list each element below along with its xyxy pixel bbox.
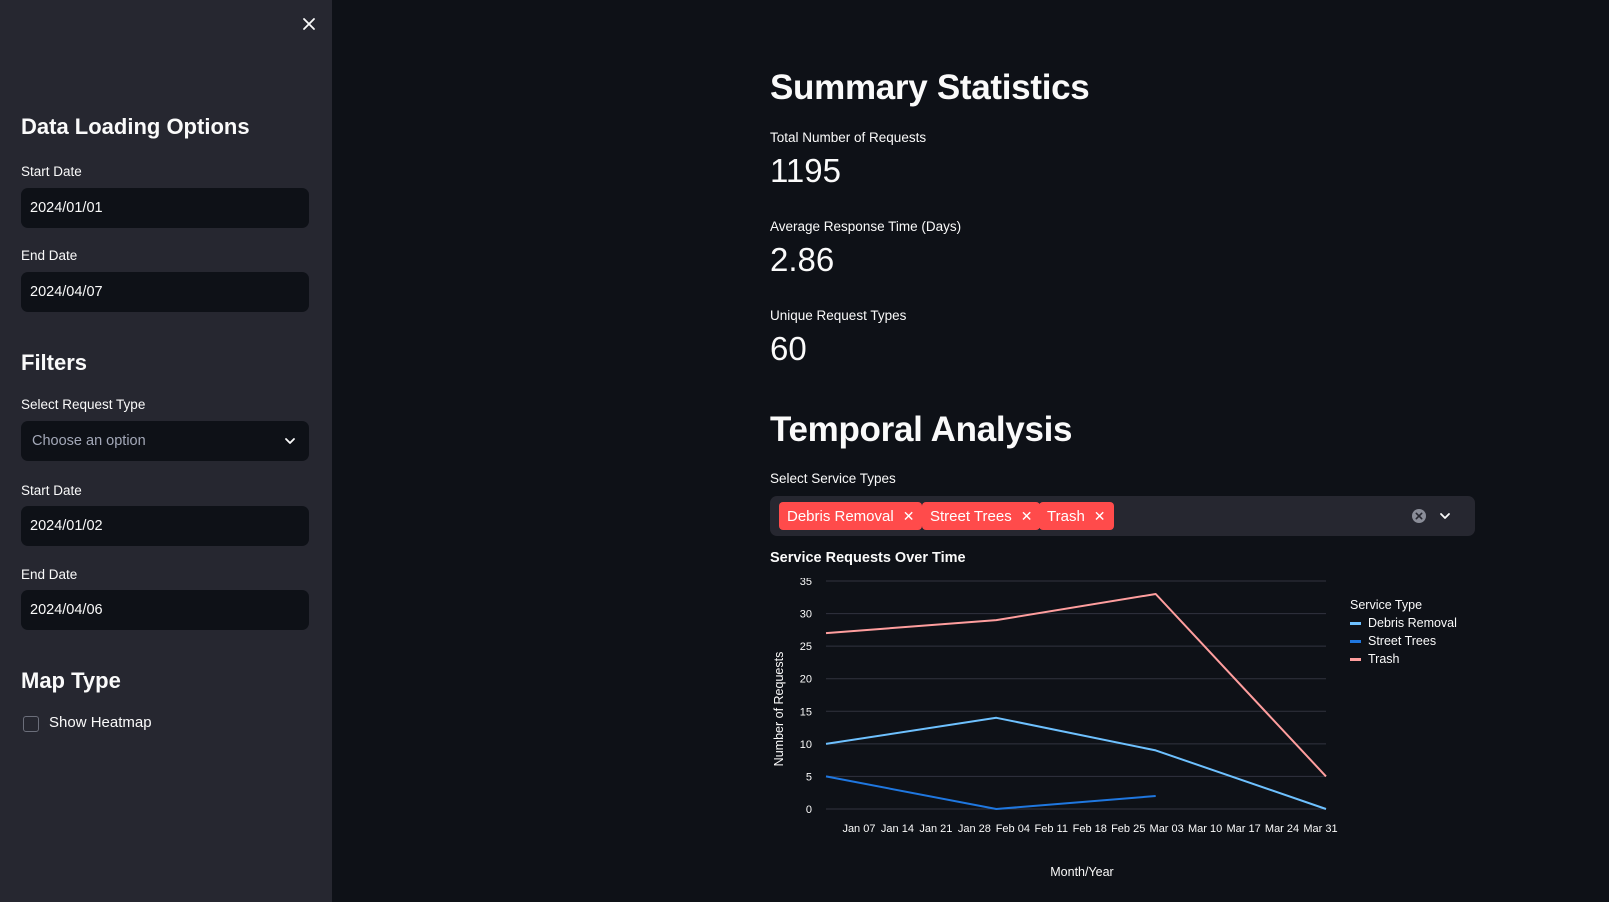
- tag-label: Trash: [1047, 508, 1085, 525]
- series-line-debris-removal: [825, 716, 1327, 810]
- end-date-input[interactable]: 2024/04/07: [21, 272, 309, 312]
- y-tick-label: 20: [800, 674, 812, 686]
- y-tick-label: 10: [800, 739, 812, 751]
- close-sidebar-button[interactable]: [298, 13, 320, 35]
- x-tick-label: Feb 18: [1073, 823, 1107, 835]
- y-tick-label: 0: [806, 804, 812, 816]
- service-types-multiselect[interactable]: Debris Removal ✕ Street Trees ✕ Trash ✕: [770, 496, 1475, 536]
- heatmap-label[interactable]: Show Heatmap: [49, 714, 152, 731]
- x-tick-label: Feb 25: [1111, 823, 1145, 835]
- y-tick-label: 35: [800, 578, 812, 588]
- metric-label: Average Response Time (Days): [770, 219, 962, 234]
- filters-heading: Filters: [21, 350, 88, 375]
- x-tick-label: Feb 11: [1035, 823, 1068, 835]
- chart-legend: Service Type Debris Removal Street Trees T…: [1350, 598, 1457, 666]
- legend-label: Debris Removal: [1368, 616, 1457, 630]
- x-axis-label: Month/Year: [1050, 865, 1113, 879]
- filter-start-date-label: Start Date: [21, 483, 82, 498]
- y-tick-label: 15: [800, 706, 812, 718]
- metric-value: 1195: [770, 152, 841, 189]
- line-chart: 0 5 10 15 20 25 30 35 Jan 07 Jan 14 Jan 21 Jan 28 F…: [772, 578, 1457, 879]
- x-tick-label: Mar 17: [1226, 823, 1260, 835]
- service-type-tag[interactable]: Street Trees ✕: [922, 502, 1041, 530]
- sidebar: Data Loading Options Start Date 2024/01/…: [0, 0, 332, 902]
- legend-swatch: [1350, 622, 1361, 625]
- end-date-label: End Date: [21, 248, 78, 263]
- start-date-label: Start Date: [21, 164, 82, 179]
- legend-swatch: [1350, 658, 1361, 661]
- y-tick-label: 30: [800, 609, 812, 621]
- temporal-heading: Temporal Analysis: [770, 410, 1073, 449]
- legend-swatch: [1350, 640, 1361, 643]
- tag-label: Debris Removal: [787, 508, 894, 525]
- x-tick-label: Jan 28: [958, 823, 991, 835]
- metric-value: 60: [770, 330, 807, 367]
- metric-label: Total Number of Requests: [770, 130, 927, 145]
- chart-title: Service Requests Over Time: [770, 550, 966, 566]
- main-content: Summary Statistics Total Number of Reque…: [332, 0, 1609, 902]
- x-tick-label: Mar 10: [1188, 823, 1222, 835]
- x-tick-label: Jan 21: [919, 823, 952, 835]
- remove-tag-icon[interactable]: ✕: [1020, 508, 1033, 524]
- request-type-select[interactable]: Choose an option: [21, 421, 309, 461]
- x-tick-label: Mar 03: [1150, 823, 1184, 835]
- y-tick-label: 25: [800, 641, 812, 653]
- metric-label: Unique Request Types: [770, 308, 907, 323]
- remove-tag-icon[interactable]: ✕: [1093, 508, 1106, 524]
- tag-label: Street Trees: [930, 508, 1012, 525]
- filter-end-date-input[interactable]: 2024/04/06: [21, 590, 309, 630]
- heatmap-checkbox[interactable]: [23, 716, 39, 732]
- clear-all-icon[interactable]: [1411, 508, 1427, 524]
- service-types-label: Select Service Types: [770, 471, 896, 486]
- x-tick-label: Feb 04: [996, 823, 1030, 835]
- summary-heading: Summary Statistics: [770, 68, 1090, 107]
- close-icon: [303, 18, 315, 30]
- map-type-heading: Map Type: [21, 668, 121, 693]
- request-type-label: Select Request Type: [21, 397, 146, 412]
- filter-start-date-input[interactable]: 2024/01/02: [21, 506, 309, 546]
- y-tick-label: 5: [806, 771, 812, 783]
- remove-tag-icon[interactable]: ✕: [902, 508, 915, 524]
- x-tick-label: Jan 14: [881, 823, 914, 835]
- series-line-street-trees: [825, 775, 1156, 810]
- filter-end-date-label: End Date: [21, 567, 78, 582]
- chevron-down-icon[interactable]: [1438, 509, 1452, 523]
- start-date-input[interactable]: 2024/01/01: [21, 188, 309, 228]
- y-axis-label: Number of Requests: [772, 652, 786, 767]
- x-tick-label: Mar 31: [1303, 823, 1337, 835]
- service-type-tag[interactable]: Debris Removal ✕: [779, 502, 923, 530]
- x-tick-label: Mar 24: [1265, 823, 1299, 835]
- service-type-tag[interactable]: Trash ✕: [1039, 502, 1114, 530]
- data-loading-heading: Data Loading Options: [21, 114, 250, 139]
- request-type-placeholder: Choose an option: [32, 433, 146, 449]
- legend-label: Trash: [1368, 652, 1400, 666]
- metric-value: 2.86: [770, 241, 835, 278]
- chevron-down-icon: [285, 438, 295, 444]
- legend-title: Service Type: [1350, 598, 1422, 612]
- series-line-trash: [825, 593, 1327, 778]
- x-tick-label: Jan 07: [842, 823, 875, 835]
- legend-label: Street Trees: [1368, 634, 1436, 648]
